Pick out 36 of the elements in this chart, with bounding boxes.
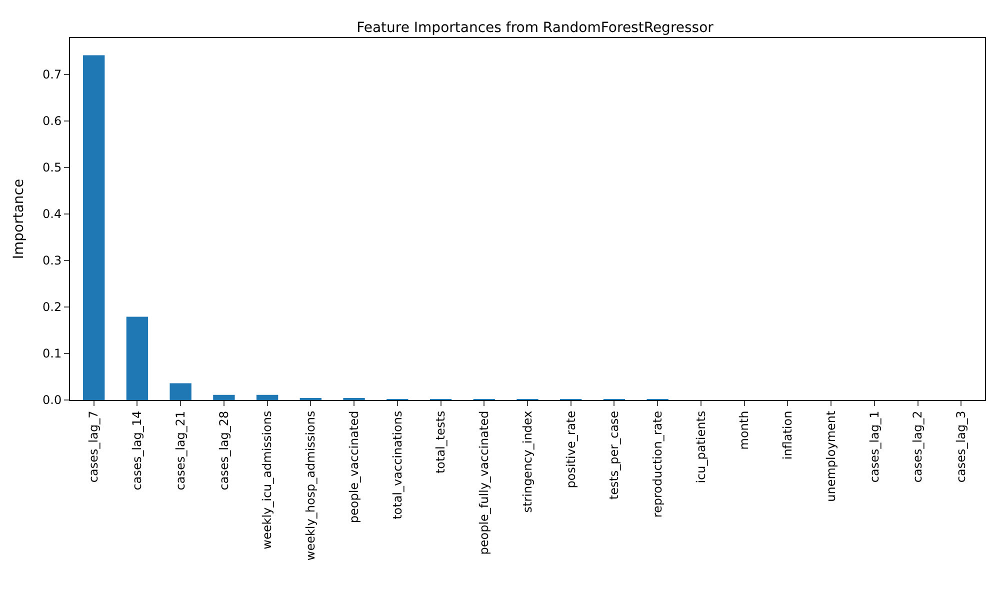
bar xyxy=(213,394,235,400)
y-tick-label: 0.5 xyxy=(42,160,62,175)
bar xyxy=(126,316,148,400)
x-tick-label: inflation xyxy=(780,410,795,460)
x-tick-label: total_tests xyxy=(434,410,448,474)
x-tick-label: cases_lag_28 xyxy=(216,410,231,490)
x-tick-label: cases_lag_3 xyxy=(954,410,968,483)
x-tick-label: icu_patients xyxy=(694,410,708,484)
x-tick-label: weekly_icu_admissions xyxy=(260,410,274,550)
y-tick-label: 0.6 xyxy=(42,114,62,128)
x-tick-label: cases_lag_1 xyxy=(867,410,882,483)
y-tick-label: 0.1 xyxy=(42,346,62,361)
x-tick-label: positive_rate xyxy=(564,410,578,488)
y-axis-title: Importance xyxy=(11,178,28,260)
x-tick-label: tests_per_case xyxy=(607,410,622,500)
x-tick-label: stringency_index xyxy=(520,410,534,513)
x-tick-label: cases_lag_2 xyxy=(910,410,925,483)
y-tick-label: 0.4 xyxy=(42,207,62,222)
x-tick-label: reproduction_rate xyxy=(650,410,664,518)
y-tick-label: 0.2 xyxy=(42,300,62,314)
y-tick-label: 0.3 xyxy=(42,254,62,268)
x-tick-label: people_vaccinated xyxy=(346,410,361,524)
bar xyxy=(256,394,278,400)
x-tick-label: unemployment xyxy=(824,410,838,502)
bar xyxy=(83,55,105,400)
x-tick-label: weekly_hosp_admissions xyxy=(304,410,318,561)
x-tick-label: total_vaccinations xyxy=(390,410,404,520)
bar xyxy=(170,383,192,400)
x-tick-label: people_fully_vaccinated xyxy=(477,410,492,555)
y-tick-label: 0.0 xyxy=(42,393,62,408)
x-tick-label: month xyxy=(737,410,752,450)
x-tick-label: cases_lag_21 xyxy=(173,410,188,490)
y-tick-label: 0.7 xyxy=(42,67,62,82)
x-tick-label: cases_lag_7 xyxy=(86,410,101,483)
x-tick-label: cases_lag_14 xyxy=(130,410,144,490)
chart-title: Feature Importances from RandomForestRegressor xyxy=(356,20,714,36)
